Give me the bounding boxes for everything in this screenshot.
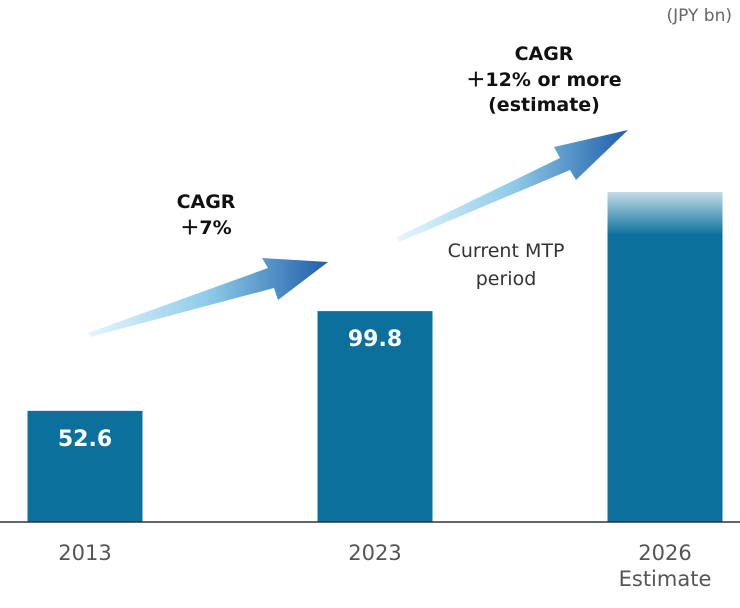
bar-fade	[607, 192, 723, 522]
annotation: Current MTP period	[447, 240, 565, 290]
unit-label: (JPY bn)	[666, 6, 732, 26]
x-tick-label: 2026 Estimate	[618, 541, 712, 592]
annotation: CAGR ＋7%	[176, 191, 236, 239]
x-tick-label: 2013	[58, 541, 112, 565]
bar	[27, 410, 143, 522]
value-label: 99.8	[347, 327, 403, 353]
x-tick-label: 2023	[348, 541, 402, 565]
value-label: 52.6	[57, 426, 113, 452]
cagr-arrow	[88, 258, 328, 337]
annotation: CAGR ＋12% or more (estimate)	[466, 43, 622, 117]
cagr-arrow	[397, 130, 628, 242]
bar	[317, 311, 433, 522]
